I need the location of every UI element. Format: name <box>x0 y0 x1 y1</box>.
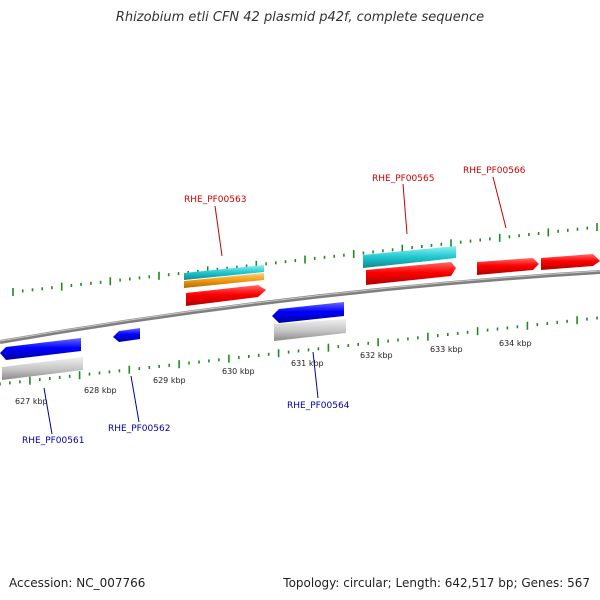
scale-label: 627 kbp <box>15 397 48 406</box>
leader-lines <box>43 176 507 435</box>
scale-label: 629 kbp <box>153 376 186 385</box>
scale-labels: 627 kbp 628 kbp 629 kbp 630 kbp 631 kbp … <box>15 339 532 406</box>
scale-label: 634 kbp <box>499 339 532 348</box>
leader-line-forward <box>492 176 507 229</box>
gene-arrow-RHE_PF00563[interactable] <box>186 285 266 306</box>
gene-arrow-RHE_PF00564[interactable] <box>272 302 344 323</box>
sequence-backbone <box>0 270 600 344</box>
rna-feature-orange[interactable] <box>184 273 264 288</box>
gene-label-forward[interactable]: RHE_PF00566 <box>463 166 526 176</box>
gene-label-forward[interactable]: RHE_PF00565 <box>372 174 434 184</box>
leader-line-reverse <box>312 351 319 399</box>
sequence-backbone-highlight <box>0 270 600 342</box>
rna-feature-teal[interactable] <box>184 265 264 280</box>
leader-line-forward <box>214 205 223 257</box>
pseudogene-feature-2[interactable] <box>274 319 346 341</box>
scale-label: 628 kbp <box>84 386 117 395</box>
gene-arrow-RHE_PF00561[interactable] <box>0 338 81 360</box>
gene-label-forward[interactable]: RHE_PF00563 <box>184 195 246 205</box>
gene-arrow-RHE_PF00562[interactable] <box>113 328 140 342</box>
scale-label: 633 kbp <box>430 345 463 354</box>
gene-arrow-RHE_PF00566[interactable] <box>541 254 600 270</box>
scale-label: 632 kbp <box>360 351 393 360</box>
tick-marks <box>0 223 598 386</box>
rna-feature-teal-2[interactable] <box>363 246 456 268</box>
pseudogene-feature[interactable] <box>2 357 83 380</box>
map-title: Rhizobium etli CFN 42 plasmid p42f, comp… <box>115 10 485 25</box>
accession-text: Accession: NC_007766 <box>9 576 146 590</box>
reverse-strand-features <box>0 302 346 380</box>
leader-line-reverse <box>43 387 53 435</box>
gene-label-reverse[interactable]: RHE_PF00562 <box>108 424 170 434</box>
gene-label-reverse[interactable]: RHE_PF00561 <box>22 436 84 446</box>
gene-arrow-RHE_PF00565[interactable] <box>366 262 456 285</box>
leader-line-reverse <box>130 375 140 423</box>
gene-arrow-RHE_PF00566-a[interactable] <box>477 258 539 275</box>
scale-label: 630 kbp <box>222 367 255 376</box>
gene-labels: RHE_PF00563 RHE_PF00565 RHE_PF00566 RHE_… <box>22 166 526 446</box>
scale-label: 631 kbp <box>291 359 324 368</box>
gene-label-reverse[interactable]: RHE_PF00564 <box>287 401 350 411</box>
forward-strand-features <box>184 246 600 306</box>
leader-line-forward <box>402 183 408 235</box>
summary-text: Topology: circular; Length: 642,517 bp; … <box>283 576 590 590</box>
